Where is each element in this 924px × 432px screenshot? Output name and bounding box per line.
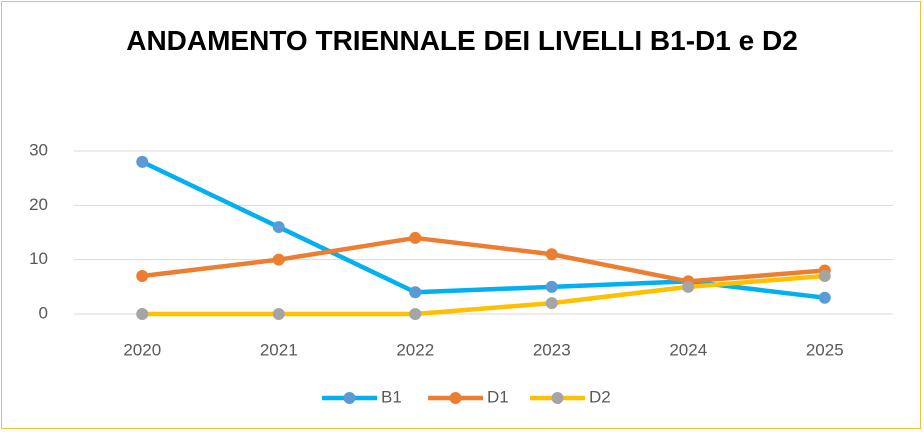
data-point xyxy=(682,280,695,293)
data-point xyxy=(818,291,831,304)
chart-title: ANDAMENTO TRIENNALE DEI LIVELLI B1-D1 e … xyxy=(126,25,798,56)
legend-item: D1 xyxy=(428,387,509,406)
data-point xyxy=(409,308,422,320)
legend-marker xyxy=(343,392,356,404)
data-point xyxy=(136,308,149,320)
legend-label: D2 xyxy=(589,387,611,406)
legend-marker xyxy=(449,392,462,404)
data-point xyxy=(409,286,422,299)
data-point xyxy=(545,248,558,261)
data-point xyxy=(545,280,558,293)
data-point xyxy=(272,253,285,266)
y-tick-label: 30 xyxy=(29,140,48,159)
legend-item: D2 xyxy=(530,387,611,406)
x-tick-label: 2022 xyxy=(396,340,434,359)
y-tick-label: 10 xyxy=(29,249,48,268)
y-tick-label: 0 xyxy=(39,303,48,322)
legend-label: B1 xyxy=(381,387,402,406)
y-tick-label: 20 xyxy=(29,195,48,214)
legend-label: D1 xyxy=(487,387,509,406)
data-point xyxy=(818,269,831,282)
legend-marker xyxy=(551,392,564,404)
series-line xyxy=(140,273,827,317)
x-tick-label: 2023 xyxy=(533,340,571,359)
data-point xyxy=(409,231,422,244)
data-point xyxy=(136,155,149,168)
x-tick-label: 2020 xyxy=(123,340,161,359)
series-line xyxy=(140,235,827,284)
data-point xyxy=(272,308,285,320)
data-point xyxy=(136,269,149,282)
data-point xyxy=(545,297,558,310)
x-tick-label: 2025 xyxy=(806,340,844,359)
data-point xyxy=(272,221,285,234)
x-tick-label: 2021 xyxy=(260,340,298,359)
legend-item: B1 xyxy=(322,387,402,406)
x-tick-label: 2024 xyxy=(669,340,707,359)
